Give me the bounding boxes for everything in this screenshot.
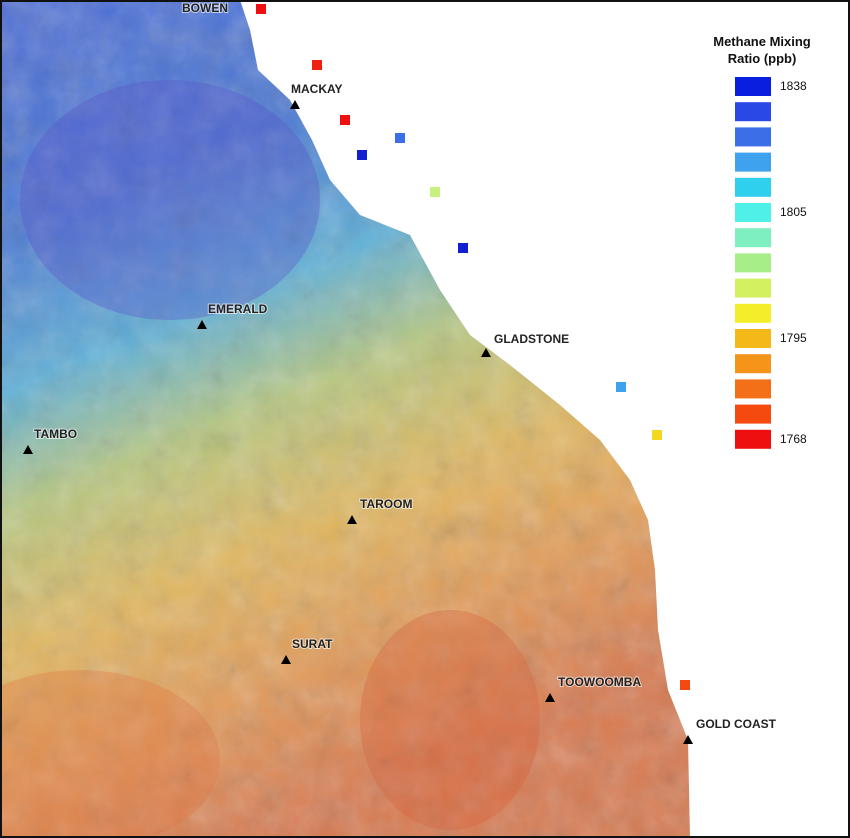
legend-label: 1768 [780, 432, 807, 446]
legend-label: 1795 [780, 331, 807, 345]
legend-swatch [735, 303, 771, 323]
legend-label: 1838 [780, 79, 807, 93]
cell [616, 382, 626, 392]
town-marker [197, 320, 207, 329]
legend-swatch [735, 228, 771, 248]
town-marker [545, 693, 555, 702]
legend: Methane Mixing Ratio (ppb) 1838 1805 1795 17… [713, 34, 811, 449]
town-marker [290, 100, 300, 109]
legend-swatch [735, 253, 771, 273]
town-label: EMERALD [208, 302, 268, 316]
legend-swatch [735, 152, 771, 172]
coast-cells [256, 4, 690, 690]
town-marker [683, 735, 693, 744]
legend-swatch [735, 429, 771, 449]
town-label: TAMBO [34, 427, 77, 441]
low-zone [20, 80, 320, 320]
legend-swatch [735, 404, 771, 424]
town-marker [23, 445, 33, 454]
town-label: GOLD COAST [696, 717, 777, 731]
town-label: GLADSTONE [494, 332, 569, 346]
cell [652, 430, 662, 440]
legend-swatch [735, 102, 771, 122]
cell [256, 4, 266, 14]
legend-label: 1805 [780, 205, 807, 219]
legend-swatch [735, 354, 771, 374]
town-marker [347, 515, 357, 524]
cell [340, 115, 350, 125]
legend-swatch [735, 379, 771, 399]
legend-swatch [735, 177, 771, 197]
town-label: MACKAY [291, 82, 343, 96]
legend-swatch [735, 127, 771, 147]
legend-title: Methane Mixing Ratio (ppb) [713, 34, 811, 66]
town-marker [281, 655, 291, 664]
cell [357, 150, 367, 160]
town-label: TOOWOOMBA [558, 675, 641, 689]
cell [430, 187, 440, 197]
high-zone [0, 670, 220, 838]
cell [458, 243, 468, 253]
town-label: BOWEN [182, 1, 228, 15]
town-label: TAROOM [360, 497, 412, 511]
legend-swatch [735, 203, 771, 222]
cell [680, 680, 690, 690]
town-marker [481, 348, 491, 357]
high-zone [360, 610, 540, 830]
legend-swatch [735, 77, 771, 96]
cell [312, 60, 322, 70]
town-label: SURAT [292, 637, 333, 651]
legend-swatch [735, 278, 771, 298]
towns: BOWEN MACKAY EMERALD GLADSTONE TAMBO TAROOM SU… [23, 0, 778, 744]
legend-swatch [735, 329, 771, 348]
cell [395, 133, 405, 143]
